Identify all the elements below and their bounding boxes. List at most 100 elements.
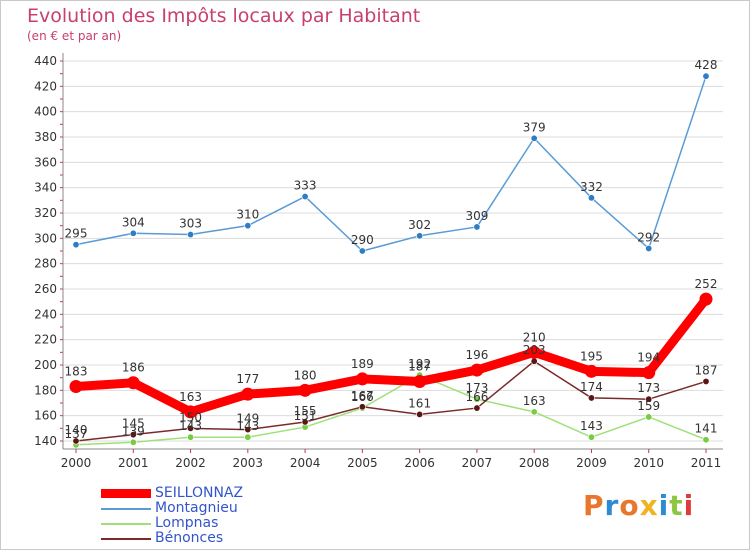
x-tick-label: 2000 <box>61 456 92 470</box>
x-tick-label: 2009 <box>576 456 607 470</box>
x-tick-label: 2011 <box>691 456 722 470</box>
logo-letter: P <box>583 489 605 522</box>
data-point <box>642 366 656 380</box>
data-label: 332 <box>580 180 603 194</box>
chart-title: Evolution des Impôts locaux par Habitant <box>27 5 421 27</box>
data-label: 183 <box>65 365 88 379</box>
data-point <box>298 383 312 397</box>
data-label: 428 <box>695 58 718 72</box>
data-point <box>473 223 481 231</box>
data-label: 177 <box>236 372 259 386</box>
data-label: 210 <box>523 330 546 344</box>
series-line-montagnieu <box>75 75 707 252</box>
data-point <box>129 229 137 237</box>
series-line-lompnas <box>75 374 707 446</box>
y-tick-label: 340 <box>34 181 57 195</box>
series-line-bénonces <box>75 360 707 442</box>
data-point <box>587 194 595 202</box>
data-point <box>244 426 252 434</box>
y-tick-label: 260 <box>34 282 57 296</box>
data-label: 304 <box>122 215 145 229</box>
data-label: 186 <box>122 361 145 375</box>
data-label: 137 <box>65 427 88 441</box>
data-label: 309 <box>465 209 488 223</box>
legend-swatch-montagnieu <box>101 508 151 510</box>
data-point <box>584 364 598 378</box>
data-point <box>69 380 83 394</box>
data-label: 173 <box>465 381 488 395</box>
data-point <box>72 437 80 445</box>
axis-ticks: 140 160 180 200 220 240 260 280 300 320 340 360 380 4… <box>34 54 721 470</box>
line-chart: 140 160 180 200 220 240 260 280 300 320 340 360 380 4… <box>34 53 723 470</box>
data-label: 163 <box>179 390 202 404</box>
data-point <box>530 134 538 142</box>
y-tick-label: 240 <box>34 307 57 321</box>
chart-subtitle: (en € et par an) <box>27 29 122 43</box>
data-point <box>470 363 484 377</box>
data-point <box>587 433 595 441</box>
data-label: 290 <box>351 233 374 247</box>
data-label: 161 <box>408 396 431 410</box>
data-point <box>645 413 653 421</box>
y-tick-label: 360 <box>34 155 57 169</box>
data-point <box>241 387 255 401</box>
data-point <box>527 345 541 359</box>
data-label: 302 <box>408 218 431 232</box>
proxiti-logo: Proxiti <box>583 489 694 522</box>
legend-item-montagnieu: Montagnieu <box>101 500 361 517</box>
data-label: 145 <box>122 417 145 431</box>
data-point <box>645 395 653 403</box>
data-label: 189 <box>351 357 374 371</box>
data-point <box>244 222 252 230</box>
data-point <box>702 377 710 385</box>
data-point <box>244 433 252 441</box>
data-point <box>416 410 424 418</box>
data-point <box>699 292 713 306</box>
data-point <box>355 372 369 386</box>
y-tick-label: 300 <box>34 231 57 245</box>
data-label: 150 <box>179 410 202 424</box>
data-label: 303 <box>179 217 202 231</box>
legend-label-montagnieu: Montagnieu <box>155 500 238 516</box>
grid-lines <box>63 60 723 442</box>
logo-letter: o <box>619 489 640 522</box>
data-point <box>358 403 366 411</box>
series-line-seillonnaz <box>71 294 711 417</box>
legend-label-seillonnaz: SEILLONNAZ <box>155 485 244 501</box>
data-point <box>416 232 424 240</box>
data-label: 174 <box>580 380 603 394</box>
data-point <box>129 431 137 439</box>
data-label: 143 <box>179 419 202 433</box>
legend-item-seillonnaz: SEILLONNAZ <box>101 485 361 502</box>
legend-item-benonces: Bénonces <box>101 530 361 547</box>
data-point <box>645 244 653 252</box>
data-point <box>184 405 198 419</box>
logo-letter: r <box>604 489 620 522</box>
data-label: 139 <box>122 424 145 438</box>
data-label: 140 <box>65 423 88 437</box>
legend-swatch-lompnas <box>101 523 151 525</box>
data-point <box>473 404 481 412</box>
data-point <box>126 376 140 390</box>
legend-swatch-benonces <box>101 538 151 540</box>
y-tick-label: 320 <box>34 206 57 220</box>
x-tick-label: 2007 <box>462 456 493 470</box>
data-label: 151 <box>294 409 317 423</box>
y-tick-label: 420 <box>34 79 57 93</box>
series-lines <box>69 72 713 449</box>
y-tick-label: 380 <box>34 130 57 144</box>
y-tick-label: 400 <box>34 105 57 119</box>
data-point <box>301 193 309 201</box>
x-tick-label: 2001 <box>118 456 149 470</box>
logo-letter: t <box>669 489 684 522</box>
y-tick-label: 180 <box>34 383 57 397</box>
data-label: 187 <box>408 359 431 373</box>
x-tick-label: 2010 <box>633 456 664 470</box>
data-point <box>129 438 137 446</box>
data-label: 166 <box>351 390 374 404</box>
data-label: 187 <box>695 363 718 377</box>
data-label: 167 <box>351 389 374 403</box>
data-point <box>187 433 195 441</box>
data-label: 195 <box>580 349 603 363</box>
